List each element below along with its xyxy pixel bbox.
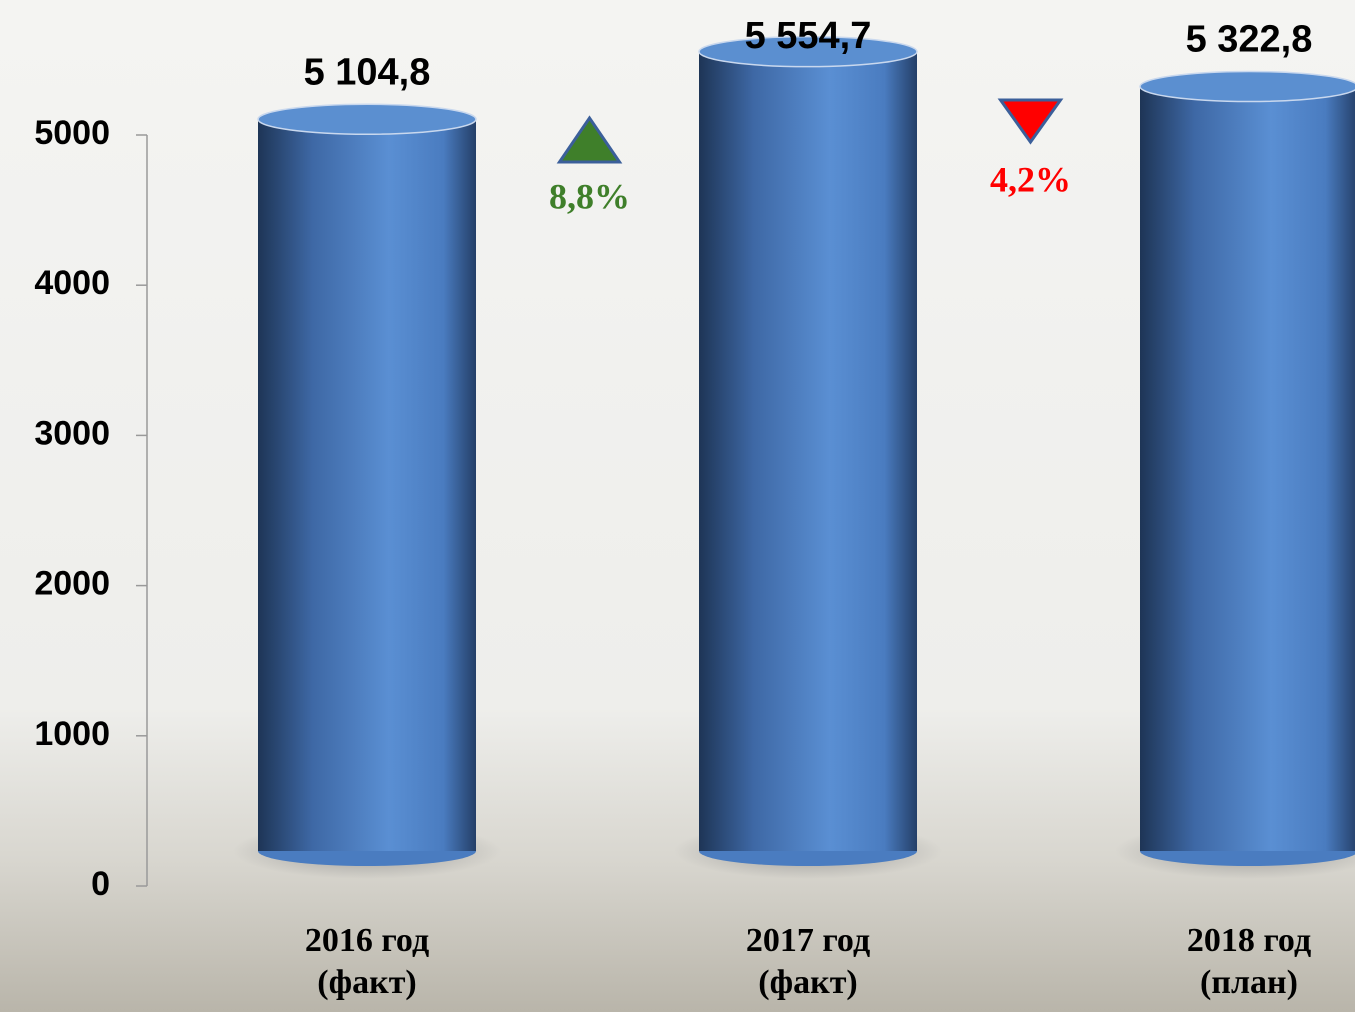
up-arrow [556, 115, 623, 164]
x-tick-label: 2016 год (факт) [304, 922, 430, 1001]
annotation: 4,2% [990, 159, 1071, 199]
annotation: 8,8% [549, 176, 630, 216]
y-tick-label: 3000 [34, 414, 110, 452]
y-tick-label: 2000 [34, 565, 110, 603]
value-label: 5 104,8 [304, 51, 431, 93]
bar [258, 119, 476, 852]
bar [1140, 86, 1355, 851]
bar-top [1139, 70, 1355, 103]
bar-top [698, 35, 918, 68]
x-tick-label: 2018 год (план) [1186, 922, 1312, 1001]
x-tick-label: 2017 год (факт) [745, 922, 871, 1001]
y-tick-label: 5000 [34, 114, 110, 152]
y-tick-label: 0 [91, 865, 110, 903]
value-label: 5 554,7 [745, 15, 872, 57]
y-tick-label: 4000 [34, 264, 110, 302]
value-label: 5 322,8 [1186, 19, 1313, 61]
bar-top [257, 103, 477, 136]
bar [699, 51, 917, 851]
down-arrow [997, 98, 1064, 145]
y-tick-label: 1000 [34, 715, 110, 753]
